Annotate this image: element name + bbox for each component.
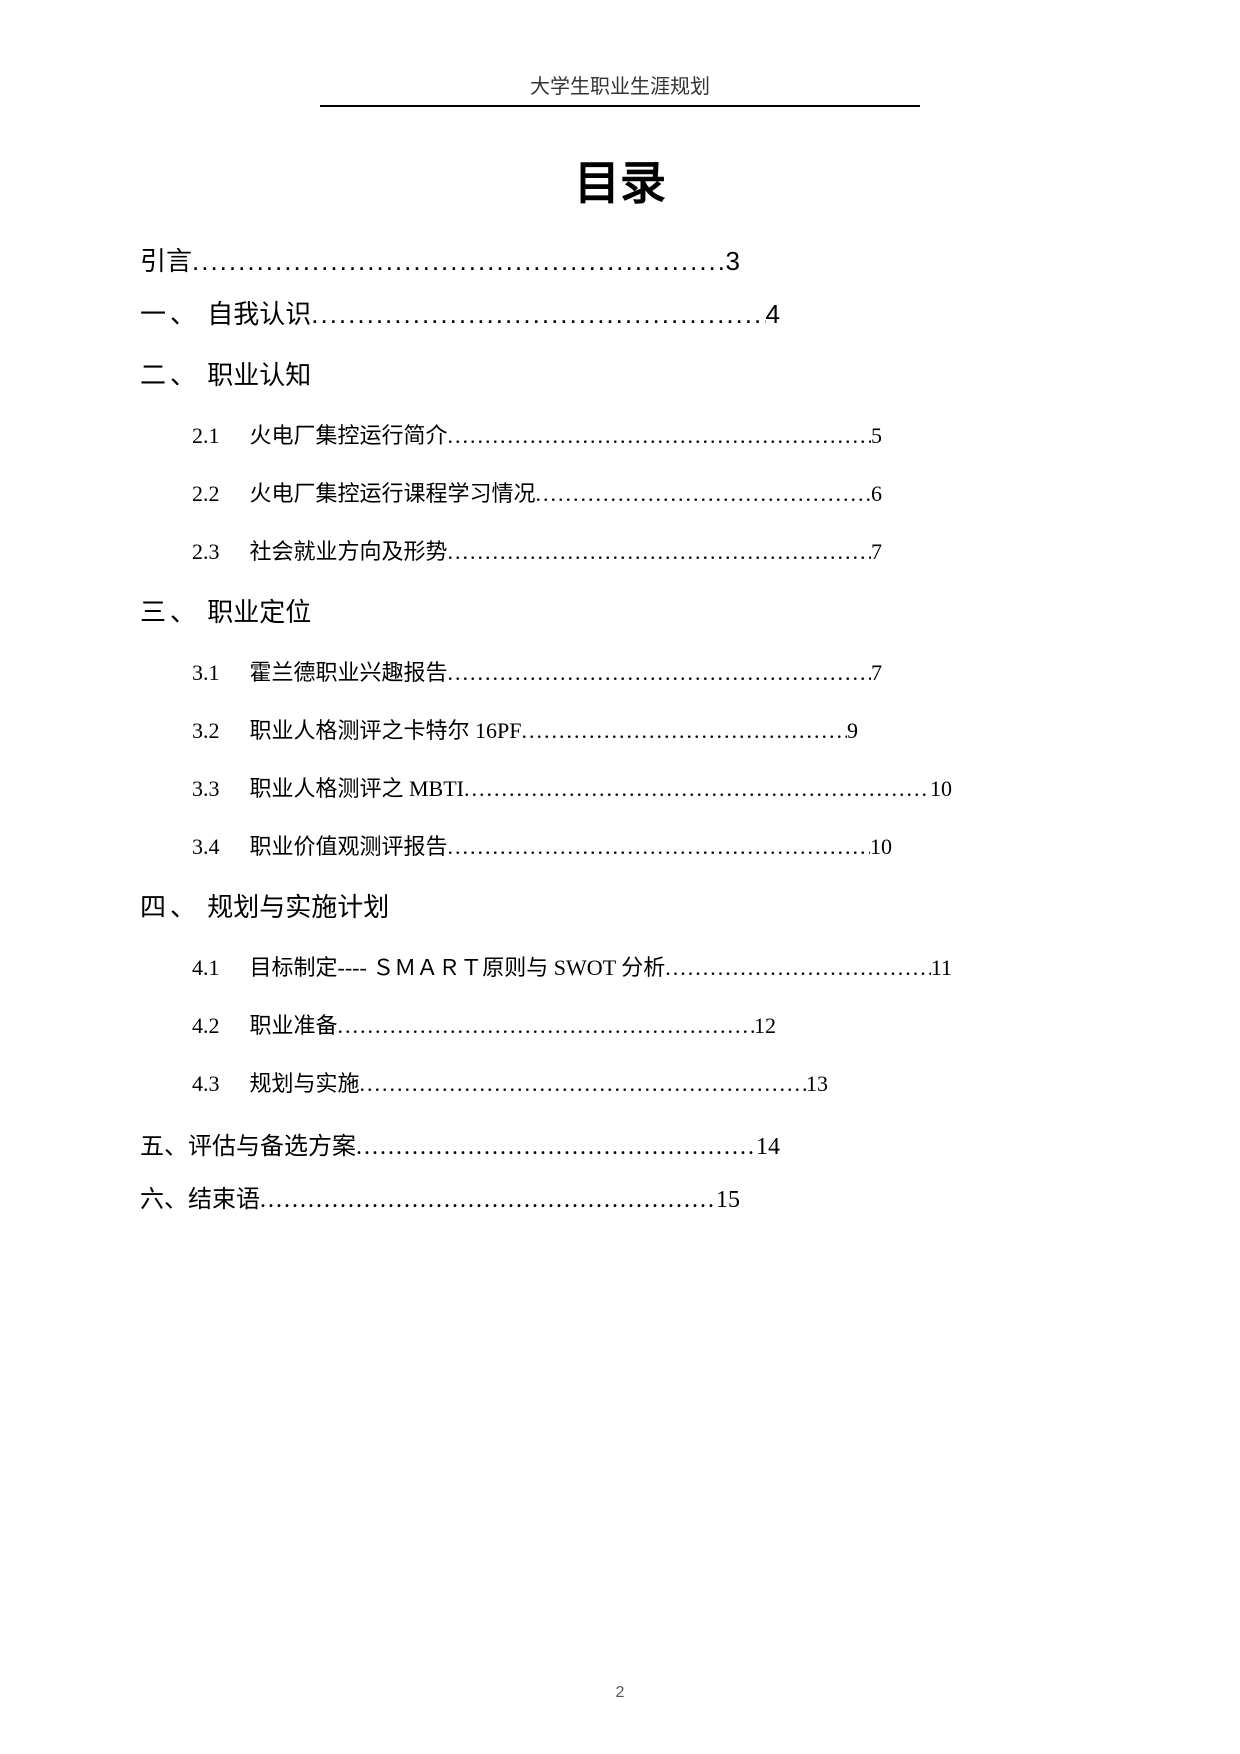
toc-entry-sub-3-3: 3.3 职业人格测评之 MBTI 10 — [192, 771, 952, 803]
toc-subnum: 4.2 — [192, 1013, 220, 1039]
leader-dots — [536, 481, 871, 507]
toc-label: 目标制定---- ＳＭＡＲＴ原则与 SWOT 分析 — [250, 950, 666, 982]
toc-label: 社会就业方向及形势 — [250, 534, 448, 566]
toc-label: 规划与实施 — [250, 1066, 360, 1098]
leader-dots — [448, 834, 870, 860]
toc-entry-section-1: 一、 自我认识 4 — [140, 294, 780, 331]
page-number: 12 — [754, 1013, 776, 1039]
toc-entry-intro: 引言 3 — [140, 241, 740, 278]
toc-subnum: 3.3 — [192, 776, 220, 802]
toc-entry-sub-2-1: 2.1 火电厂集控运行简介 5 — [192, 418, 882, 450]
toc-label: 火电厂集控运行课程学习情况 — [250, 476, 536, 508]
toc-label: 五、评估与备选方案 — [140, 1126, 356, 1161]
toc-subnum: 2.1 — [192, 423, 220, 449]
toc-entry-section-6: 六、结束语 15 — [140, 1179, 740, 1214]
toc-entry-section-5: 五、评估与备选方案 14 — [140, 1126, 780, 1161]
toc-subnum: 2.2 — [192, 481, 220, 507]
leader-dots — [521, 718, 847, 744]
leader-dots — [360, 1071, 806, 1097]
leader-dots — [448, 539, 871, 565]
page-header: 大学生职业生涯规划 — [320, 70, 920, 107]
page-number: 11 — [931, 955, 952, 981]
leader-dots — [192, 246, 726, 277]
leader-dots — [260, 1187, 716, 1214]
toc-label: 六、结束语 — [140, 1179, 260, 1214]
toc-subnum: 3.2 — [192, 718, 220, 744]
page-number: 7 — [871, 660, 882, 686]
toc-entry-sub-3-1: 3.1 霍兰德职业兴趣报告 7 — [192, 655, 882, 687]
toc-label: 霍兰德职业兴趣报告 — [250, 655, 448, 687]
toc-subnum: 3.1 — [192, 660, 220, 686]
page-number: 13 — [806, 1071, 828, 1097]
leader-dots — [311, 299, 765, 330]
toc-subnum: 2.3 — [192, 539, 220, 565]
toc-entry-section-2: 二、 职业认知 — [140, 355, 1100, 392]
toc-label: 职业准备 — [250, 1008, 338, 1040]
toc-label: 职业价值观测评报告 — [250, 829, 448, 861]
document-page: 大学生职业生涯规划 目录 引言 3 一、 自我认识 4 二、 职业认知 2.1 … — [0, 0, 1240, 1754]
leader-dots — [464, 776, 930, 802]
toc-label: 职业人格测评之 MBTI — [250, 771, 465, 803]
leader-dots — [448, 660, 871, 686]
page-number: 15 — [716, 1187, 740, 1214]
toc-entry-sub-3-4: 3.4 职业价值观测评报告 10 — [192, 829, 892, 861]
page-number: 10 — [870, 834, 892, 860]
page-number: 9 — [847, 718, 858, 744]
page-number: 14 — [756, 1134, 780, 1161]
toc-entry-sub-2-3: 2.3 社会就业方向及形势 7 — [192, 534, 882, 566]
toc-entry-sub-4-2: 4.2 职业准备 12 — [192, 1008, 776, 1040]
leader-dots — [356, 1134, 756, 1161]
toc-entry-section-4: 四、 规划与实施计划 — [140, 887, 1100, 924]
toc-entry-sub-4-3: 4.3 规划与实施 13 — [192, 1066, 828, 1098]
toc-subnum: 3.4 — [192, 834, 220, 860]
page-footer-number: 2 — [0, 1684, 1240, 1702]
toc-entry-section-3: 三、 职业定位 — [140, 592, 1100, 629]
toc-label: 职业人格测评之卡特尔 16PF — [250, 713, 522, 745]
toc-label: 一、 自我认识 — [140, 294, 311, 331]
leader-dots — [665, 955, 931, 981]
toc-title: 目录 — [140, 147, 1100, 213]
page-number: 5 — [871, 423, 882, 449]
page-number: 10 — [930, 776, 952, 802]
leader-dots — [338, 1013, 754, 1039]
leader-dots — [448, 423, 871, 449]
toc-label: 火电厂集控运行简介 — [250, 418, 448, 450]
toc-subnum: 4.3 — [192, 1071, 220, 1097]
page-number: 3 — [726, 246, 740, 277]
page-number: 4 — [766, 299, 780, 330]
page-number: 6 — [871, 481, 882, 507]
page-number: 7 — [871, 539, 882, 565]
toc-entry-sub-4-1: 4.1 目标制定---- ＳＭＡＲＴ原则与 SWOT 分析 11 — [192, 950, 952, 982]
toc-label: 引言 — [140, 241, 192, 278]
toc-entry-sub-2-2: 2.2 火电厂集控运行课程学习情况 6 — [192, 476, 882, 508]
toc-entry-sub-3-2: 3.2 职业人格测评之卡特尔 16PF 9 — [192, 713, 858, 745]
toc-subnum: 4.1 — [192, 955, 220, 981]
